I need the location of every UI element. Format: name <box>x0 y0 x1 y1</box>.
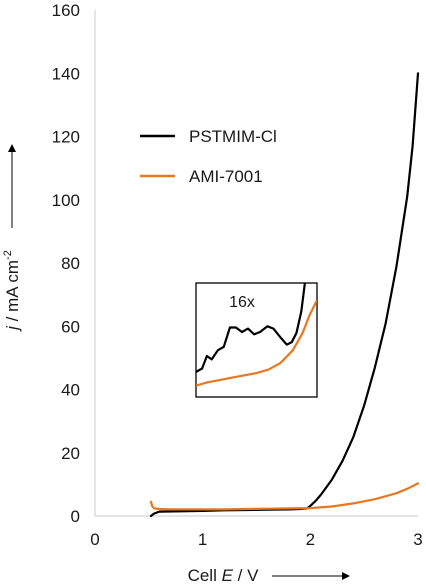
inset-line-ami-7001 <box>196 299 317 387</box>
data-series <box>149 72 420 518</box>
legend: PSTMIM-Cl AMI-7001 <box>140 127 277 186</box>
x-tick-label: 0 <box>90 530 99 549</box>
inset-zoom-box: 16x <box>195 282 318 398</box>
series-line-ami-7001 <box>149 482 420 511</box>
x-axis-arrow <box>272 572 350 580</box>
x-tick-label: 3 <box>413 530 422 549</box>
y-axis-arrow <box>8 144 16 228</box>
x-tick-label: 2 <box>306 530 315 549</box>
legend-label: PSTMIM-Cl <box>189 127 277 146</box>
tick-labels: 0 20 40 60 80 100 120 140 160 0 1 2 3 <box>52 1 423 549</box>
y-tick-label: 60 <box>61 317 80 336</box>
series-line-pstmim-cl <box>149 72 420 518</box>
axes <box>94 10 418 517</box>
y-tick-label: 160 <box>52 1 80 20</box>
x-axis-title: Cell E / V <box>188 566 260 585</box>
inset-line-pstmim-cl <box>196 283 306 373</box>
inset-frame <box>195 282 318 398</box>
y-tick-label: 140 <box>52 64 80 83</box>
y-axis-title: j / mA cm-2 <box>2 250 22 332</box>
y-tick-label: 40 <box>61 381 80 400</box>
y-tick-label: 80 <box>61 254 80 273</box>
y-tick-label: 20 <box>61 444 80 463</box>
y-tick-label: 0 <box>71 507 80 526</box>
y-tick-label: 100 <box>52 191 80 210</box>
y-tick-label: 120 <box>52 128 80 147</box>
inset-label: 16x <box>229 294 255 311</box>
legend-label: AMI-7001 <box>189 167 263 186</box>
x-tick-label: 1 <box>198 530 207 549</box>
